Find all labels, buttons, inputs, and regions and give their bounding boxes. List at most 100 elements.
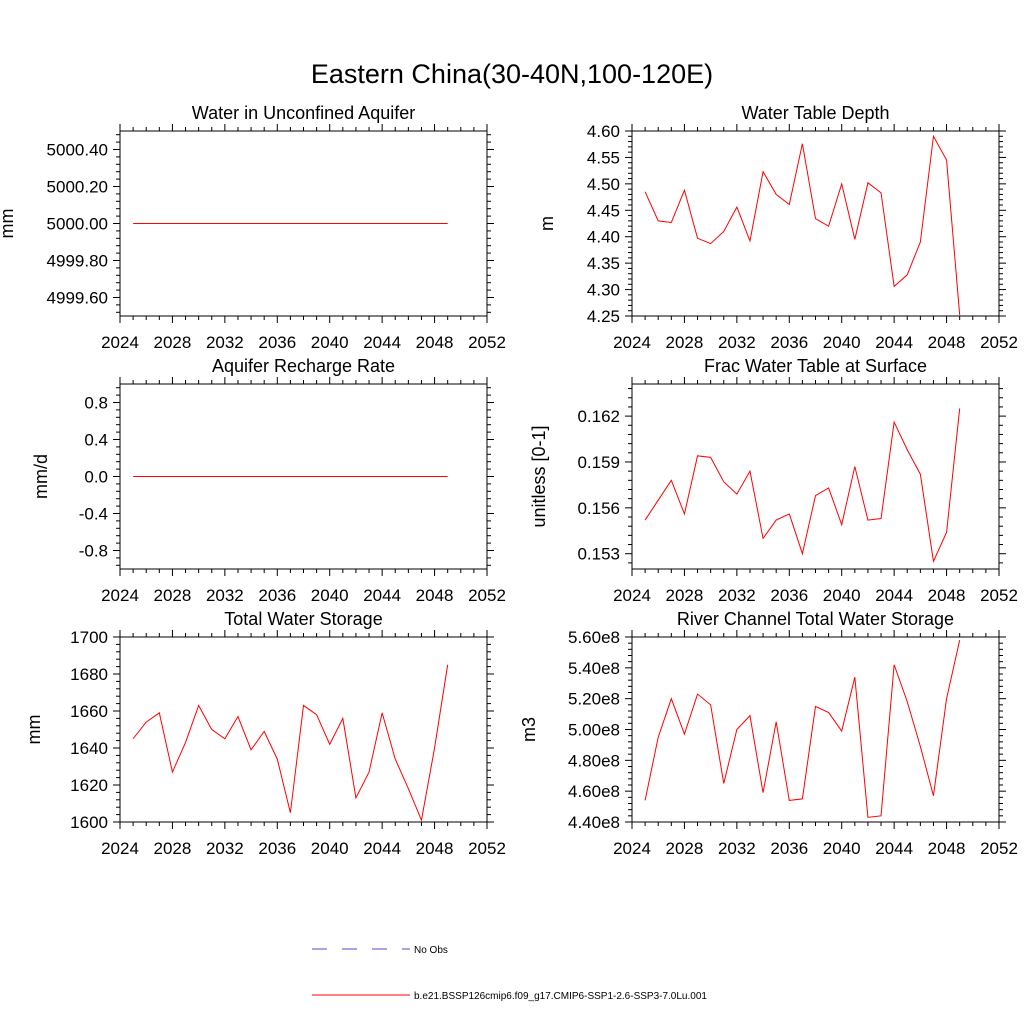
x-tick-label: 2040 (823, 586, 861, 605)
x-tick-label: 2032 (718, 586, 756, 605)
y-tick-label: 0.4 (84, 431, 108, 450)
x-tick-label: 2048 (416, 839, 454, 858)
x-tick-label: 2032 (718, 839, 756, 858)
x-tick-label: 2024 (101, 333, 139, 352)
y-tick-label: 5.60e8 (568, 628, 620, 647)
x-tick-label: 2044 (363, 586, 401, 605)
x-tick-label: 2028 (154, 333, 192, 352)
x-tick-label: 2052 (468, 586, 506, 605)
y-tick-label: 0.0 (84, 468, 108, 487)
x-tick-label: 2044 (875, 333, 913, 352)
panel-4: Frac Water Table at Surface 2024 2028 2032 2… (529, 356, 1018, 605)
x-tick-label: 2040 (823, 839, 861, 858)
panel-title: Frac Water Table at Surface (704, 356, 927, 376)
y-tick-label: 5000.40 (47, 141, 108, 160)
x-tick-label: 2032 (206, 839, 244, 858)
x-tick-label: 2024 (613, 586, 651, 605)
x-tick-label: 2040 (311, 333, 349, 352)
panel-title: Water in Unconfined Aquifer (192, 103, 415, 123)
x-tick-label: 2044 (875, 586, 913, 605)
y-tick-label: 4.30 (587, 281, 620, 300)
y-tick-label: -0.8 (79, 542, 108, 561)
y-tick-label: 4999.60 (47, 289, 108, 308)
legend-item-no-obs: No Obs (312, 945, 448, 956)
y-axis-label: unitless [0-1] (529, 425, 549, 527)
x-tick-label: 2052 (980, 333, 1018, 352)
x-tick-label: 2032 (206, 333, 244, 352)
x-tick-label: 2036 (258, 586, 296, 605)
panel-1: Water in Unconfined Aquifer 2024 2028 2032 2… (0, 103, 506, 352)
x-tick-label: 2036 (258, 333, 296, 352)
x-tick-label: 2052 (468, 333, 506, 352)
plot-frame (631, 636, 1000, 823)
x-tick-label: 2036 (258, 839, 296, 858)
x-tick-label: 2044 (875, 839, 913, 858)
panel-title: Total Water Storage (224, 609, 382, 629)
panel-title: Aquifer Recharge Rate (212, 356, 395, 376)
y-axis-label: m (537, 216, 557, 231)
y-axis-label: mm (0, 209, 17, 239)
x-tick-label: 2048 (416, 586, 454, 605)
y-tick-label: 5000.20 (47, 178, 108, 197)
x-tick-label: 2028 (154, 839, 192, 858)
y-tick-label: 4.25 (587, 307, 620, 326)
x-tick-label: 2052 (980, 839, 1018, 858)
legend-label-no-obs: No Obs (414, 945, 448, 956)
x-tick-label: 2028 (666, 839, 704, 858)
y-tick-label: 1680 (70, 665, 108, 684)
y-axis-label: mm/d (31, 454, 51, 499)
y-tick-label: 5000.00 (47, 215, 108, 234)
x-tick-label: 2040 (311, 839, 349, 858)
y-tick-label: 4.45 (587, 201, 620, 220)
x-tick-label: 2048 (416, 333, 454, 352)
panels: Water in Unconfined Aquifer 2024 2028 2032 2… (0, 103, 1018, 858)
y-tick-label: 4999.80 (47, 252, 108, 271)
panel-2: Water Table Depth 2024 2028 2032 2036 2040 204… (537, 103, 1018, 352)
legend: No Obs b.e21.BSSP126cmip6.f09_g17.CMIP6-… (312, 945, 707, 1002)
x-tick-label: 2044 (363, 839, 401, 858)
x-tick-label: 2048 (928, 586, 966, 605)
plot-frame (631, 130, 1000, 317)
y-tick-label: 4.40e8 (568, 813, 620, 832)
y-tick-label: 4.80e8 (568, 751, 620, 770)
y-tick-label: 4.35 (587, 254, 620, 273)
y-tick-label: 4.50 (587, 175, 620, 194)
x-tick-label: 2036 (770, 586, 808, 605)
x-tick-label: 2024 (101, 586, 139, 605)
y-tick-label: 4.60e8 (568, 782, 620, 801)
x-tick-label: 2040 (311, 586, 349, 605)
x-tick-label: 2024 (101, 839, 139, 858)
panel-5: Total Water Storage 2024 2028 2032 2036 2040 2… (24, 609, 506, 858)
y-tick-label: 5.00e8 (568, 721, 620, 740)
y-tick-label: 0.8 (84, 394, 108, 413)
y-tick-label: 0.159 (577, 453, 620, 472)
y-tick-label: 5.20e8 (568, 690, 620, 709)
y-tick-label: 0.153 (577, 545, 620, 564)
y-tick-label: 5.40e8 (568, 659, 620, 678)
x-tick-label: 2044 (363, 333, 401, 352)
series-line (644, 639, 961, 818)
y-tick-label: -0.4 (79, 505, 108, 524)
y-axis-label: m3 (519, 717, 539, 742)
series-line (644, 408, 961, 564)
y-tick-label: 1700 (70, 628, 108, 647)
y-tick-label: 1640 (70, 739, 108, 758)
panel-title: Water Table Depth (741, 103, 889, 123)
figure-title: Eastern China(30-40N,100-120E) (311, 59, 713, 89)
y-tick-label: 4.40 (587, 228, 620, 247)
panel-6: River Channel Total Water Storage 2024 202… (519, 609, 1018, 858)
x-tick-label: 2036 (770, 839, 808, 858)
legend-item-model-run: b.e21.BSSP126cmip6.f09_g17.CMIP6-SSP1-2.… (312, 991, 707, 1002)
x-tick-label: 2028 (666, 586, 704, 605)
series-line (132, 664, 449, 822)
panel-title: River Channel Total Water Storage (677, 609, 954, 629)
x-tick-label: 2032 (718, 333, 756, 352)
y-tick-label: 1620 (70, 776, 108, 795)
x-tick-label: 2024 (613, 333, 651, 352)
x-tick-label: 2028 (666, 333, 704, 352)
y-tick-label: 0.156 (577, 499, 620, 518)
x-tick-label: 2032 (206, 586, 244, 605)
legend-label-model-run: b.e21.BSSP126cmip6.f09_g17.CMIP6-SSP1-2.… (414, 991, 707, 1002)
plot-frame (631, 383, 1000, 570)
